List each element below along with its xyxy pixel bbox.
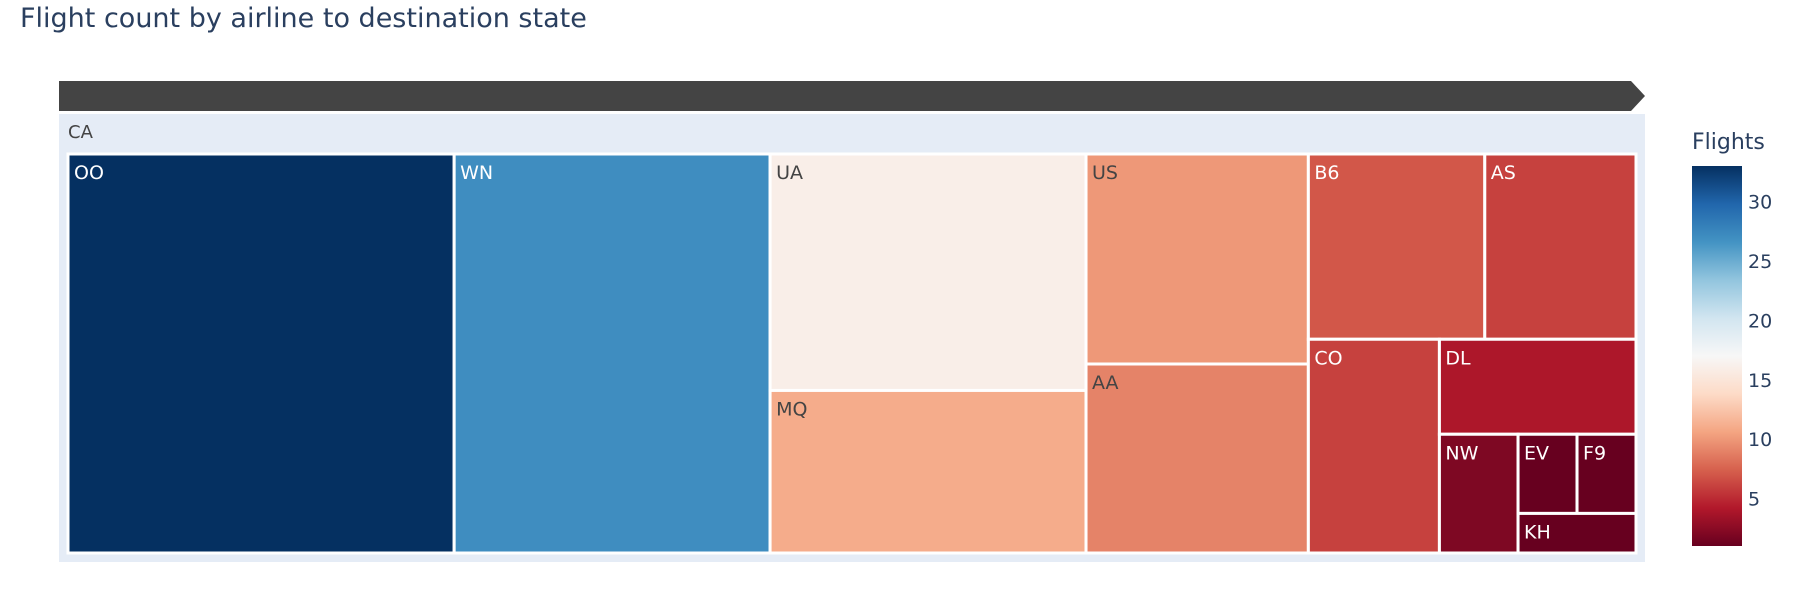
- tile-rect-b6[interactable]: [1306, 152, 1487, 341]
- pathbar[interactable]: [59, 81, 1645, 111]
- tile-aa[interactable]: AA: [1084, 362, 1310, 555]
- tile-rect-wn[interactable]: [452, 152, 772, 555]
- root-label: CA: [68, 122, 94, 143]
- colorbar-tick-label: 30: [1748, 192, 1772, 214]
- tile-label-nw: NW: [1445, 442, 1478, 464]
- tile-ev[interactable]: EV: [1516, 432, 1579, 515]
- tile-us[interactable]: US: [1084, 152, 1310, 366]
- tile-label-kh: KH: [1524, 521, 1551, 543]
- colorbar-tick-label: 10: [1748, 429, 1772, 451]
- tile-label-ua: UA: [776, 162, 803, 184]
- tile-rect-dl[interactable]: [1437, 337, 1638, 436]
- colorbar: 30 25 20 15 10 5: [1692, 166, 1772, 546]
- tile-oo[interactable]: OO: [66, 152, 456, 555]
- colorbar-title: Flights: [1692, 130, 1765, 155]
- tile-mq[interactable]: MQ: [768, 388, 1088, 555]
- treemap: CA OO WN UA MQ US AA B6 AS CO DL NW EV F9 KH: [59, 114, 1645, 562]
- tile-label-f9: F9: [1583, 442, 1606, 464]
- tile-rect-nw[interactable]: [1437, 432, 1520, 555]
- pathbar-arrow[interactable]: [59, 81, 1645, 111]
- colorbar-tick-label: 20: [1748, 310, 1772, 332]
- tile-label-aa: AA: [1092, 372, 1119, 394]
- tile-rect-oo[interactable]: [66, 152, 456, 555]
- tile-b6[interactable]: B6: [1306, 152, 1487, 341]
- colorbar-gradient: [1692, 166, 1742, 546]
- tile-label-oo: OO: [74, 162, 104, 184]
- tile-label-co: CO: [1314, 347, 1342, 369]
- tile-label-b6: B6: [1314, 162, 1339, 184]
- colorbar-tick-label: 25: [1748, 251, 1772, 273]
- colorbar-tick-label: 5: [1748, 489, 1760, 511]
- tile-rect-aa[interactable]: [1084, 362, 1310, 555]
- tile-label-as: AS: [1491, 162, 1516, 184]
- tile-kh[interactable]: KH: [1516, 511, 1638, 555]
- tile-rect-mq[interactable]: [768, 388, 1088, 555]
- tile-label-dl: DL: [1445, 347, 1471, 369]
- tile-label-mq: MQ: [776, 398, 807, 420]
- tile-rect-ua[interactable]: [768, 152, 1088, 392]
- tile-co[interactable]: CO: [1306, 337, 1441, 555]
- tile-as[interactable]: AS: [1483, 152, 1638, 341]
- tile-nw[interactable]: NW: [1437, 432, 1520, 555]
- tile-rect-as[interactable]: [1483, 152, 1638, 341]
- chart-title: Flight count by airline to destination s…: [20, 3, 587, 34]
- tile-dl[interactable]: DL: [1437, 337, 1638, 436]
- tile-wn[interactable]: WN: [452, 152, 772, 555]
- tile-rect-co[interactable]: [1306, 337, 1441, 555]
- colorbar-tick-label: 15: [1748, 370, 1772, 392]
- tile-rect-kh[interactable]: [1516, 511, 1638, 555]
- tile-label-ev: EV: [1524, 442, 1549, 464]
- tile-ua[interactable]: UA: [768, 152, 1088, 392]
- tile-label-wn: WN: [460, 162, 493, 184]
- tile-label-us: US: [1092, 162, 1118, 184]
- tile-rect-us[interactable]: [1084, 152, 1310, 366]
- tile-f9[interactable]: F9: [1575, 432, 1638, 515]
